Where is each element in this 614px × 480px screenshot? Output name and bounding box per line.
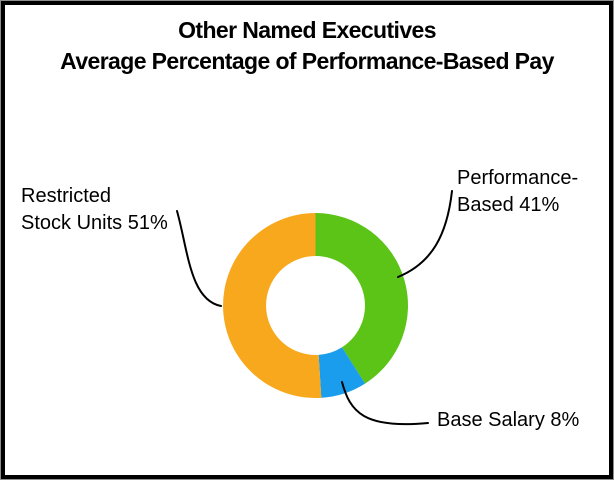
donut-slice-base-salary bbox=[318, 347, 366, 398]
label-performance-line2: Based 41% bbox=[457, 194, 560, 216]
label-restricted-line2: Stock Units 51% bbox=[21, 212, 168, 234]
label-restricted-stock-units: Restricted Stock Units 51% bbox=[21, 183, 168, 237]
leader-line-performance-based bbox=[397, 190, 453, 278]
label-performance-based: Performance- Based 41% bbox=[457, 165, 578, 219]
leader-line-restricted-stock-units bbox=[176, 210, 222, 307]
chart-title: Other Named Executives Average Percentag… bbox=[0, 15, 614, 77]
label-restricted-line1: Restricted bbox=[21, 185, 112, 207]
leader-line-base-salary bbox=[341, 381, 429, 426]
donut-slice-restricted-stock-units bbox=[223, 213, 322, 398]
donut-slice-performance-based bbox=[315, 213, 408, 384]
chart-title-line2: Average Percentage of Performance-Based … bbox=[60, 48, 554, 74]
label-performance-line1: Performance- bbox=[457, 167, 579, 189]
donut-slices bbox=[223, 213, 408, 398]
chart-title-line1: Other Named Executives bbox=[178, 17, 436, 43]
label-base-salary: Base Salary 8% bbox=[437, 409, 580, 431]
